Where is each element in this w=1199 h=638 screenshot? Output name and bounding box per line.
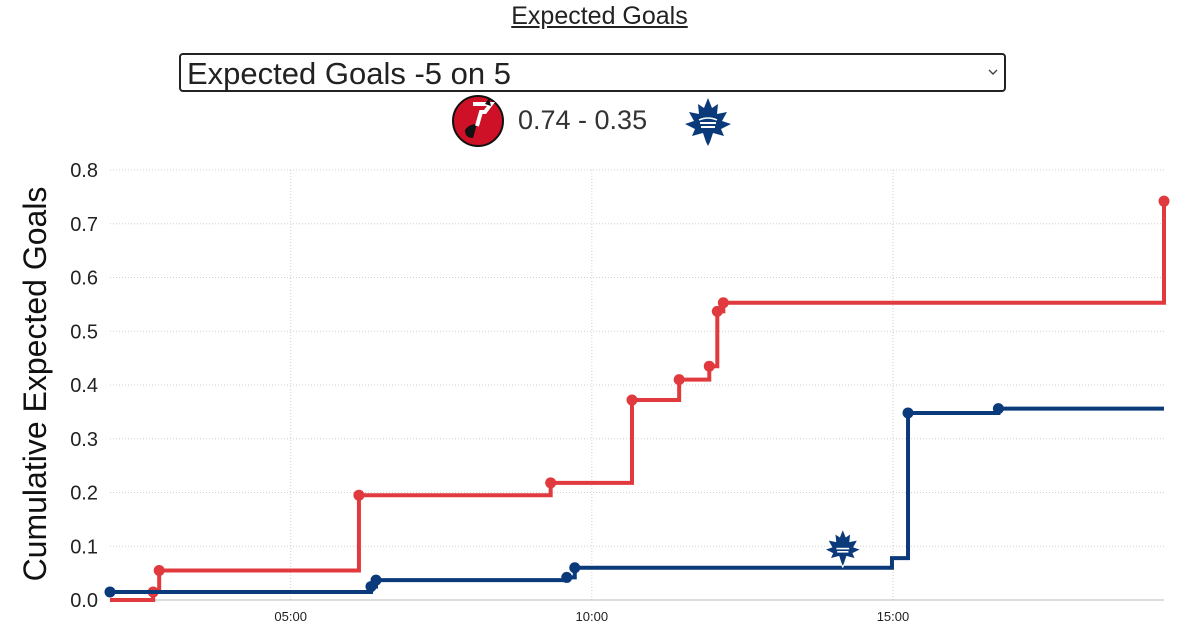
y-tick-label: 0.3	[70, 429, 98, 451]
series-point-0	[626, 394, 638, 406]
y-tick-label: 0.4	[70, 375, 98, 397]
series-line-1	[110, 406, 1164, 594]
score-line: 0.74 - 0.35	[0, 92, 1199, 150]
series-point-0	[717, 297, 729, 309]
y-tick-label: 0.1	[70, 536, 98, 558]
chart-annotations	[822, 526, 863, 569]
series-point-1	[104, 586, 116, 598]
series-point-0	[703, 360, 715, 372]
series-point-0	[711, 305, 723, 317]
score-text: 0.74 - 0.35	[518, 105, 648, 135]
series-point-1	[569, 562, 581, 574]
x-tick-label: 15:00	[877, 609, 910, 624]
chevron-down-icon[interactable]	[988, 64, 998, 79]
series-point-1	[992, 403, 1004, 415]
y-axis-label: Cumulative Expected Goals	[17, 187, 53, 582]
series-point-0	[153, 564, 165, 576]
y-tick-label: 0.8	[70, 160, 98, 182]
y-tick-label: 0.0	[70, 590, 98, 612]
chart-series	[104, 195, 1170, 602]
metric-select[interactable]: Expected Goals -5 on 5	[179, 53, 1006, 92]
series-point-1	[561, 571, 573, 583]
maple-leafs-logo-icon	[822, 526, 863, 569]
chart-axes: 0.0 0.1 0.2 0.3 0.4 0.5 0.6 0.7 0.8 05:00 10:00 15:…	[70, 160, 1164, 624]
series-point-0	[353, 489, 365, 501]
y-tick-label: 0.6	[70, 268, 98, 290]
metric-select-value: Expected Goals -5 on 5	[187, 56, 511, 91]
x-tick-label: 05:00	[274, 609, 307, 624]
series-point-0	[545, 477, 557, 489]
x-tick-label: 10:00	[576, 609, 609, 624]
y-tick-label: 0.2	[70, 483, 98, 505]
page-title: Expected Goals	[511, 2, 688, 30]
chart-grid	[110, 169, 1164, 601]
maple-leafs-logo-icon	[683, 96, 733, 153]
y-tick-label: 0.5	[70, 321, 98, 343]
series-point-1	[370, 574, 382, 586]
series-point-0	[673, 374, 685, 386]
y-tick-label: 0.7	[70, 214, 98, 236]
series-point-0	[1158, 195, 1170, 207]
series-point-1	[902, 407, 914, 419]
devils-logo-icon	[451, 94, 505, 153]
